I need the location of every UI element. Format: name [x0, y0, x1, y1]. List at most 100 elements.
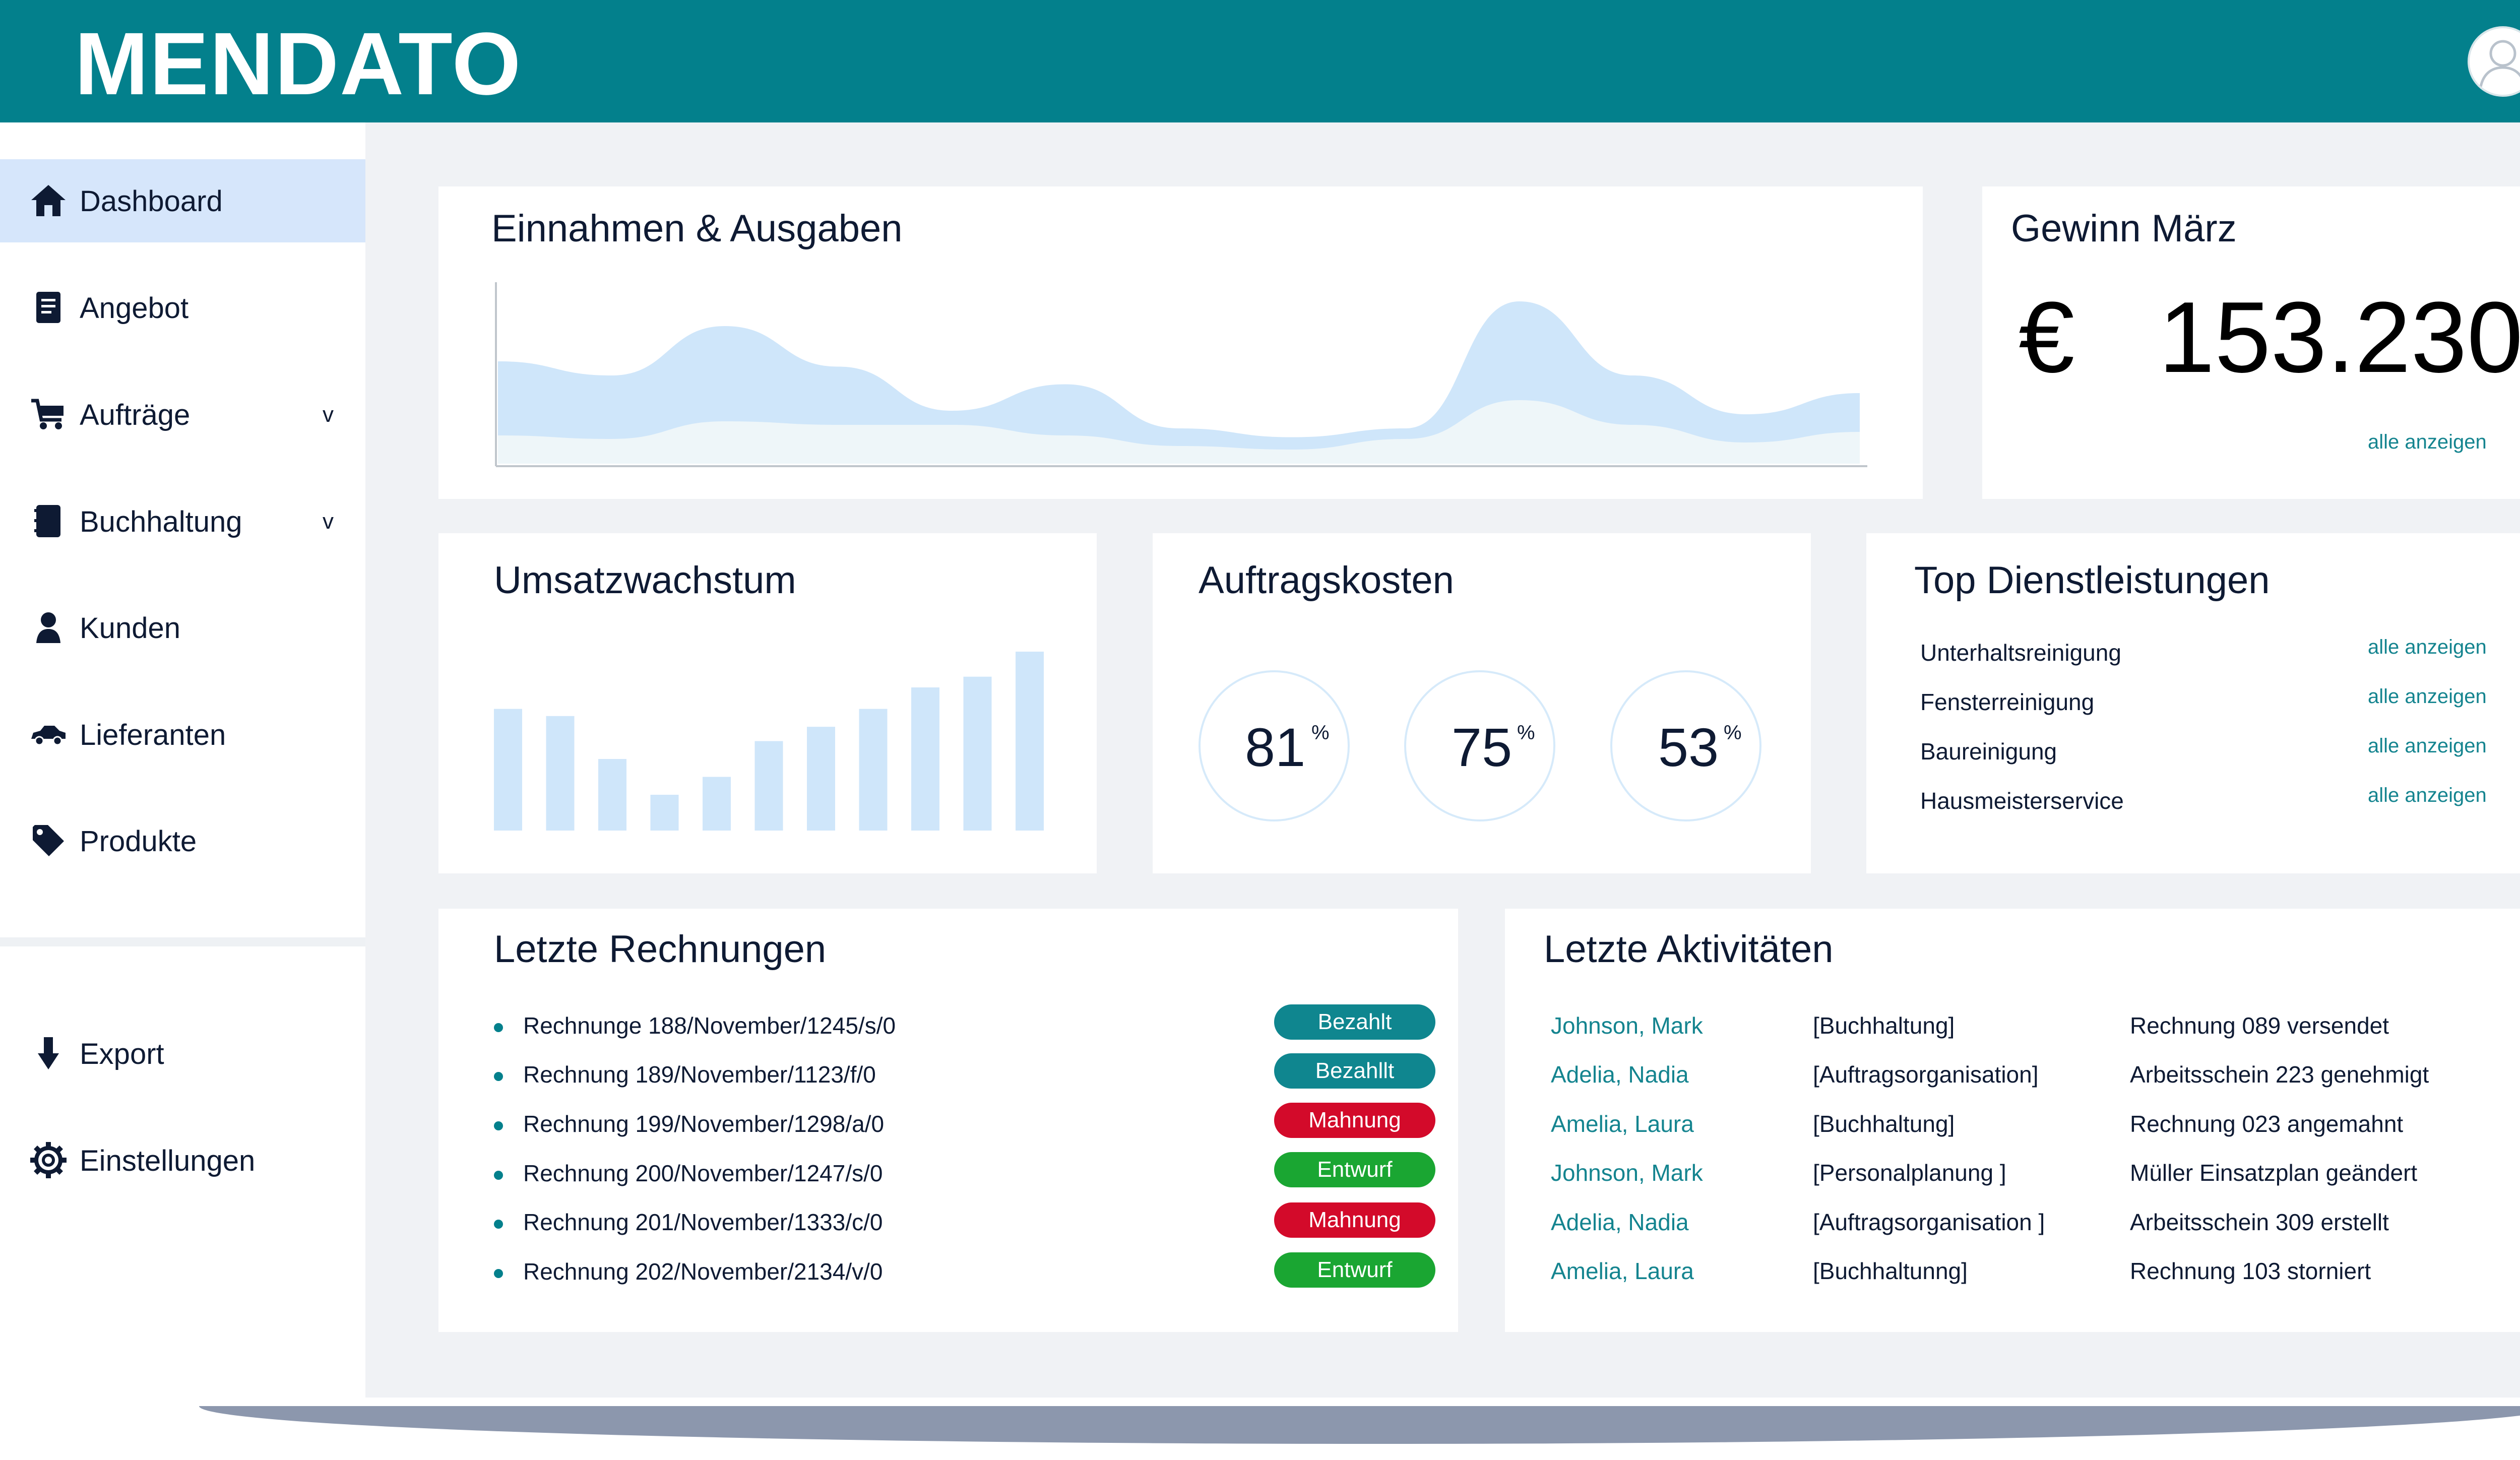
activity-category: [Auftragsorganisation]	[1813, 1061, 2039, 1088]
sidebar-item-kunden[interactable]: Kunden	[0, 586, 365, 669]
activity-category: [Personalplanung ]	[1813, 1160, 2006, 1186]
status-badge: Bezahllt	[1274, 1053, 1435, 1089]
chevron-down-icon[interactable]: v	[323, 509, 334, 534]
sidebar-item-label: Export	[80, 1038, 164, 1070]
book-icon	[28, 501, 69, 541]
activity-user-link[interactable]: Amelia, Laura	[1551, 1258, 1694, 1284]
card-title: Auftragskosten	[1199, 559, 1454, 602]
sidebar-item-label: Kunden	[80, 612, 180, 645]
income-expenses-chart	[495, 282, 1867, 467]
activity-description: Rechnung 103 storniert	[2130, 1258, 2371, 1284]
home-icon	[28, 180, 69, 221]
sidebar-item-einstellungen[interactable]: Einstellungen	[0, 1119, 365, 1202]
person-icon	[28, 607, 69, 648]
bullet-icon	[494, 1220, 503, 1229]
cost-ring-value: 75	[1452, 717, 1513, 778]
bullet-icon	[494, 1121, 503, 1130]
bullet-icon	[494, 1269, 503, 1278]
user-avatar[interactable]	[2468, 26, 2520, 97]
car-icon	[28, 714, 69, 754]
sidebar-item-lieferanten[interactable]: Lieferanten	[0, 693, 365, 776]
chevron-down-icon[interactable]: v	[323, 402, 334, 427]
status-badge: Bezahlt	[1274, 1004, 1435, 1040]
activity-category: [Buchhaltung]	[1813, 1012, 1955, 1039]
sidebar	[0, 122, 365, 1398]
cost-ring-value: 81	[1245, 717, 1306, 778]
activity-description: Arbeitsschein 309 erstellt	[2130, 1209, 2389, 1235]
sidebar-item-buchhaltung[interactable]: Buchhaltung v	[0, 480, 365, 563]
activity-category: [Auftragsorganisation ]	[1813, 1209, 2045, 1235]
user-icon	[2479, 40, 2520, 87]
activity-user-link[interactable]: Johnson, Mark	[1551, 1160, 1703, 1186]
invoice-number: Rechnung 199/November/1298/a/0	[523, 1111, 885, 1137]
activity-user-link[interactable]: Amelia, Laura	[1551, 1111, 1694, 1137]
sidebar-item-dashboard[interactable]: Dashboard	[0, 159, 365, 242]
cost-ring-unit: %	[1724, 722, 1742, 744]
sidebar-divider	[0, 937, 365, 946]
profit-card	[1982, 186, 2520, 499]
bar-10	[963, 676, 992, 831]
screen-base-decoration	[199, 1406, 2520, 1444]
cost-ring-unit: %	[1517, 722, 1535, 744]
tag-icon	[28, 820, 69, 861]
bar-6	[754, 741, 783, 831]
invoice-number: Rechnung 189/November/1123/f/0	[523, 1061, 876, 1088]
sidebar-item-auftraege[interactable]: Aufträge v	[0, 373, 365, 456]
service-label: Fensterreinigung	[1920, 689, 2095, 715]
cost-ring-value: 53	[1658, 717, 1719, 778]
cost-ring-3	[1610, 670, 1761, 821]
show-all-link[interactable]: alle anzeigen	[2368, 431, 2487, 453]
sidebar-item-produkte[interactable]: Produkte	[0, 799, 365, 882]
sidebar-item-label: Dashboard	[80, 185, 223, 218]
invoice-number: Rechnunge 188/November/1245/s/0	[523, 1012, 896, 1039]
revenue-growth-chart	[494, 652, 1044, 831]
status-badge: Mahnung	[1274, 1202, 1435, 1238]
service-label: Unterhaltsreinigung	[1920, 640, 2121, 666]
activity-user-link[interactable]: Adelia, Nadia	[1551, 1209, 1689, 1235]
bar-9	[911, 687, 939, 831]
show-all-link[interactable]: alle anzeigen	[2368, 784, 2487, 806]
sidebar-item-export[interactable]: Export	[0, 1012, 365, 1095]
bar-5	[703, 777, 731, 831]
cart-icon	[28, 394, 69, 434]
cost-ring-2	[1404, 670, 1555, 821]
sidebar-item-label: Produkte	[80, 825, 197, 858]
activity-category: [Buchhaltung]	[1813, 1111, 1955, 1137]
show-all-link[interactable]: alle anzeigen	[2368, 735, 2487, 757]
bar-4	[650, 795, 679, 831]
cost-ring-1	[1199, 670, 1350, 821]
activity-description: Arbeitsschein 223 genehmigt	[2130, 1061, 2429, 1088]
cost-ring-unit: %	[1311, 722, 1330, 744]
invoice-number: Rechnung 200/November/1247/s/0	[523, 1160, 883, 1186]
bullet-icon	[494, 1023, 503, 1032]
card-title: Letzte Aktivitäten	[1544, 928, 1834, 971]
top-header	[0, 0, 2520, 122]
bullet-icon	[494, 1072, 503, 1081]
show-all-link[interactable]: alle anzeigen	[2368, 636, 2487, 658]
status-badge: Mahnung	[1274, 1103, 1435, 1138]
card-title: Gewinn März	[2011, 207, 2237, 250]
recent-activities-card	[1505, 909, 2520, 1332]
activity-user-link[interactable]: Johnson, Mark	[1551, 1012, 1703, 1039]
activity-user-link[interactable]: Adelia, Nadia	[1551, 1061, 1689, 1088]
activity-description: Müller Einsatzplan geändert	[2130, 1160, 2418, 1186]
sidebar-item-label: Einstellungen	[80, 1145, 256, 1177]
bar-2	[546, 716, 575, 831]
sidebar-item-label: Angebot	[80, 292, 189, 325]
bar-8	[859, 709, 888, 831]
sidebar-item-angebot[interactable]: Angebot	[0, 266, 365, 349]
bar-1	[494, 709, 522, 831]
show-all-link[interactable]: alle anzeigen	[2368, 685, 2487, 708]
download-arrow-icon	[28, 1033, 69, 1073]
bar-11	[1016, 652, 1044, 831]
profit-value: € 153.230	[2019, 281, 2520, 394]
card-title: Umsatzwachstum	[494, 559, 796, 602]
bar-7	[807, 727, 835, 831]
invoice-number: Rechnung 202/November/2134/v/0	[523, 1258, 883, 1285]
activity-description: Rechnung 023 angemahnt	[2130, 1111, 2404, 1137]
status-badge: Entwurf	[1274, 1152, 1435, 1187]
bullet-icon	[494, 1171, 503, 1180]
invoice-number: Rechnung 201/November/1333/c/0	[523, 1209, 883, 1235]
app-logo[interactable]: MENDATO	[75, 15, 522, 113]
sidebar-item-label: Lieferanten	[80, 719, 226, 751]
